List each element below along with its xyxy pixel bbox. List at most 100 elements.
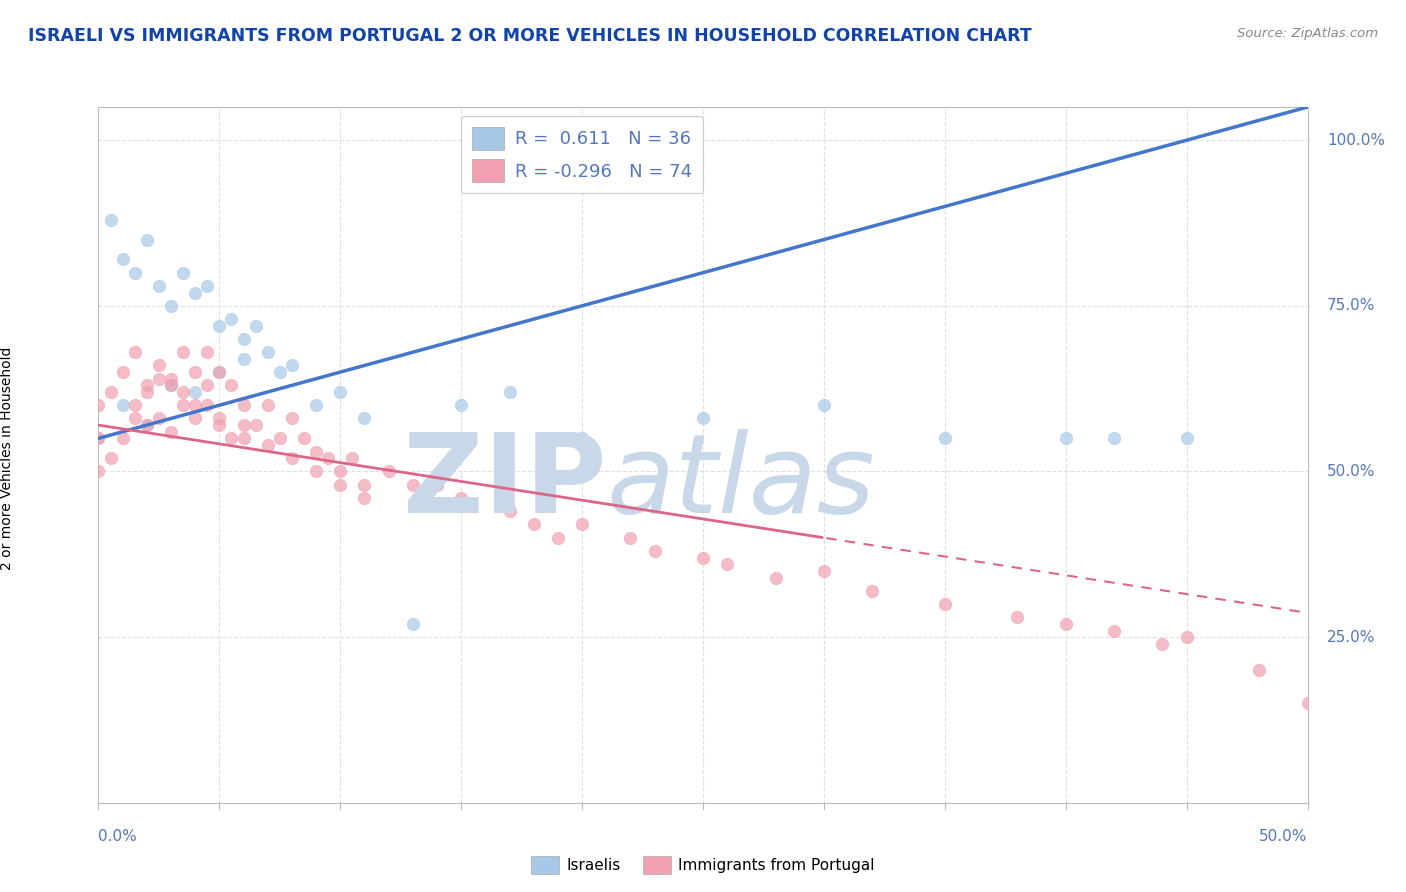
- Point: [1102, 624, 1125, 638]
- Point: [644, 544, 666, 558]
- Point: [281, 451, 304, 466]
- Point: [184, 398, 207, 412]
- Point: [100, 212, 122, 227]
- Point: [329, 477, 352, 491]
- Point: [111, 431, 134, 445]
- Point: [208, 411, 231, 425]
- Point: [124, 398, 146, 412]
- Point: [160, 378, 183, 392]
- Point: [245, 418, 267, 433]
- Point: [860, 583, 883, 598]
- Point: [716, 558, 738, 572]
- Point: [135, 418, 157, 433]
- Point: [329, 465, 352, 479]
- Point: [245, 318, 267, 333]
- Point: [281, 359, 304, 373]
- Point: [1175, 431, 1198, 445]
- Point: [619, 531, 641, 545]
- Point: [160, 425, 183, 439]
- Point: [353, 477, 375, 491]
- Point: [100, 451, 122, 466]
- Point: [221, 431, 243, 445]
- Point: [498, 504, 520, 518]
- Point: [498, 384, 520, 399]
- Point: [111, 398, 134, 412]
- Point: [813, 564, 835, 578]
- Point: [402, 616, 425, 631]
- Point: [547, 531, 569, 545]
- Point: [172, 345, 194, 359]
- Point: [305, 444, 328, 458]
- Point: [160, 378, 183, 392]
- Point: [172, 266, 194, 280]
- Point: [87, 465, 110, 479]
- Point: [765, 570, 787, 584]
- Text: 75.0%: 75.0%: [1327, 298, 1375, 313]
- Point: [1102, 431, 1125, 445]
- Point: [571, 517, 593, 532]
- Text: ZIP: ZIP: [404, 429, 606, 536]
- Legend: Israelis, Immigrants from Portugal: Israelis, Immigrants from Portugal: [524, 850, 882, 880]
- Point: [124, 345, 146, 359]
- Text: 2 or more Vehicles in Household: 2 or more Vehicles in Household: [0, 347, 14, 570]
- Point: [934, 431, 956, 445]
- Point: [377, 465, 399, 479]
- Point: [256, 438, 278, 452]
- Point: [1054, 616, 1077, 631]
- Point: [1054, 431, 1077, 445]
- Point: [426, 477, 449, 491]
- Point: [232, 351, 254, 366]
- Point: [87, 431, 110, 445]
- Point: [184, 384, 207, 399]
- Legend: R =  0.611   N = 36, R = -0.296   N = 74: R = 0.611 N = 36, R = -0.296 N = 74: [461, 116, 703, 194]
- Point: [692, 411, 714, 425]
- Point: [87, 431, 110, 445]
- Point: [87, 398, 110, 412]
- Point: [111, 365, 134, 379]
- Point: [269, 431, 291, 445]
- Point: [172, 398, 194, 412]
- Point: [148, 359, 170, 373]
- Point: [292, 431, 315, 445]
- Text: 50.0%: 50.0%: [1327, 464, 1375, 479]
- Point: [184, 411, 207, 425]
- Point: [135, 384, 157, 399]
- Point: [124, 411, 146, 425]
- Point: [692, 550, 714, 565]
- Point: [813, 398, 835, 412]
- Point: [195, 279, 218, 293]
- Point: [184, 365, 207, 379]
- Text: atlas: atlas: [606, 429, 875, 536]
- Point: [281, 411, 304, 425]
- Point: [256, 345, 278, 359]
- Point: [208, 365, 231, 379]
- Point: [111, 252, 134, 267]
- Point: [232, 418, 254, 433]
- Point: [172, 384, 194, 399]
- Point: [195, 378, 218, 392]
- Point: [232, 332, 254, 346]
- Point: [232, 431, 254, 445]
- Point: [208, 318, 231, 333]
- Point: [208, 365, 231, 379]
- Text: 100.0%: 100.0%: [1327, 133, 1385, 148]
- Point: [450, 398, 472, 412]
- Point: [148, 411, 170, 425]
- Point: [148, 279, 170, 293]
- Point: [523, 517, 546, 532]
- Text: ISRAELI VS IMMIGRANTS FROM PORTUGAL 2 OR MORE VEHICLES IN HOUSEHOLD CORRELATION : ISRAELI VS IMMIGRANTS FROM PORTUGAL 2 OR…: [28, 27, 1032, 45]
- Point: [329, 384, 352, 399]
- Point: [221, 312, 243, 326]
- Point: [195, 345, 218, 359]
- Point: [1296, 697, 1319, 711]
- Point: [148, 372, 170, 386]
- Point: [232, 398, 254, 412]
- Point: [124, 266, 146, 280]
- Point: [353, 411, 375, 425]
- Text: 50.0%: 50.0%: [1260, 830, 1308, 845]
- Point: [316, 451, 339, 466]
- Point: [208, 418, 231, 433]
- Text: Source: ZipAtlas.com: Source: ZipAtlas.com: [1237, 27, 1378, 40]
- Point: [1249, 663, 1271, 677]
- Point: [195, 398, 218, 412]
